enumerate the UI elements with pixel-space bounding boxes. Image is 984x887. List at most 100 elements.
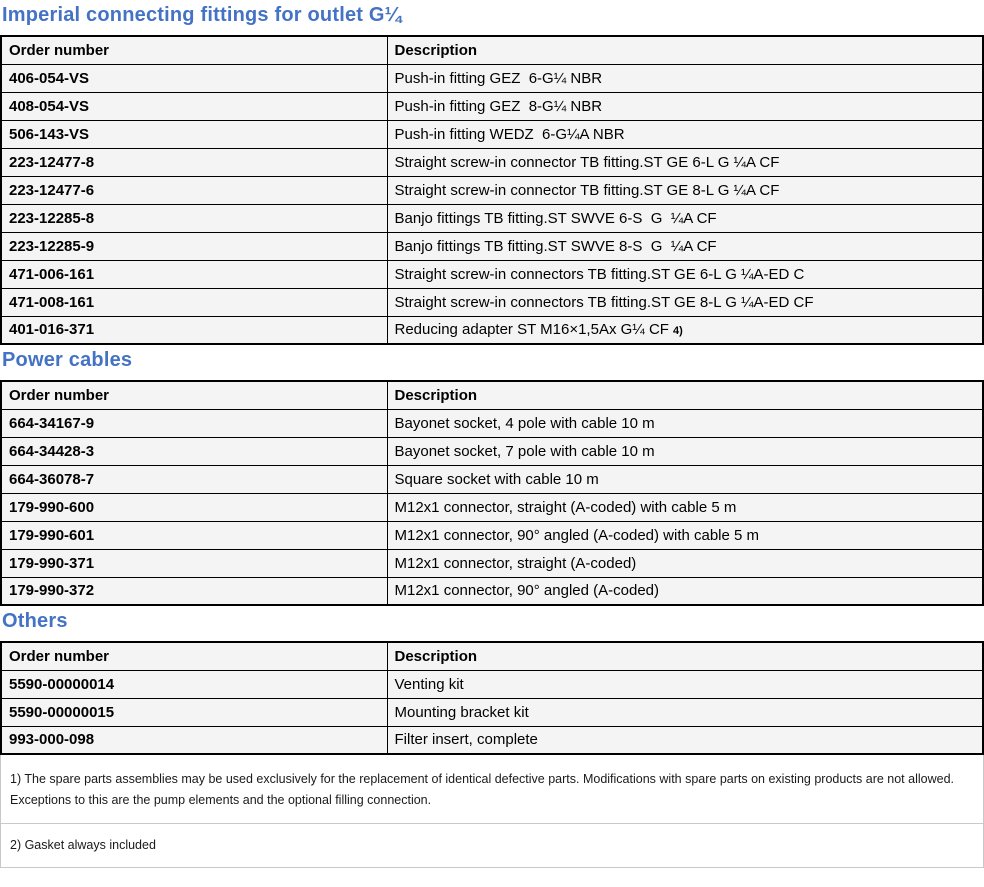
description-text: M12x1 connector, straight (A-coded) with… bbox=[394, 498, 737, 516]
description-text: Venting kit bbox=[394, 675, 464, 693]
column-header-order-number: Order number bbox=[0, 35, 388, 65]
description-text: M12x1 connector, 90° angled (A-coded) wi… bbox=[394, 526, 760, 544]
description-cell: Banjo fittings TB fitting.ST SWVE 8-S G … bbox=[386, 231, 984, 261]
power-cables-table: Order number Description 664-34167-9 Bayo… bbox=[0, 380, 984, 606]
description-text: Reducing adapter ST M16×1,5Ax G¼ CF bbox=[394, 321, 669, 339]
description-cell: Bayonet socket, 4 pole with cable 10 m bbox=[386, 408, 984, 438]
spare-parts-page: Imperial connecting fittings for outlet … bbox=[0, 4, 984, 868]
order-number-cell: 179-990-601 bbox=[0, 520, 388, 550]
description-text: Banjo fittings TB fitting.ST SWVE 6-S G … bbox=[394, 209, 717, 227]
order-number-cell: 223-12477-8 bbox=[0, 147, 388, 177]
table-row: 179-990-600 M12x1 connector, straight (A-… bbox=[0, 492, 984, 522]
column-header-description: Description bbox=[386, 35, 984, 65]
column-header-description: Description bbox=[386, 641, 984, 671]
description-text: Filter insert, complete bbox=[394, 731, 538, 749]
order-number-cell: 471-006-161 bbox=[0, 259, 388, 289]
description-text: Push-in fitting GEZ 6-G¼ NBR bbox=[394, 69, 603, 87]
table-row: 5590-00000014 Venting kit bbox=[0, 669, 984, 699]
description-cell: Bayonet socket, 7 pole with cable 10 m bbox=[386, 436, 984, 466]
order-number-cell: 5590-00000015 bbox=[0, 697, 388, 727]
table-row: 223-12477-6 Straight screw-in connector T… bbox=[0, 175, 984, 205]
order-number-cell: 223-12285-8 bbox=[0, 203, 388, 233]
order-number-cell: 179-990-372 bbox=[0, 576, 388, 606]
others-table: Order number Description 5590-00000014 Ve… bbox=[0, 641, 984, 755]
order-number-cell: 179-990-600 bbox=[0, 492, 388, 522]
description-text: Straight screw-in connectors TB fitting.… bbox=[394, 265, 805, 283]
description-cell: Mounting bracket kit bbox=[386, 697, 984, 727]
description-text: Mounting bracket kit bbox=[394, 703, 529, 721]
section-power-cables: Power cables Order number Description 66… bbox=[0, 349, 984, 606]
table-row: 179-990-371 M12x1 connector, straight (A-… bbox=[0, 548, 984, 578]
column-header-order-number: Order number bbox=[0, 641, 388, 671]
description-cell: Filter insert, complete bbox=[386, 725, 984, 755]
table-row: 401-016-371 Reducing adapter ST M16×1,5Ax… bbox=[0, 315, 984, 345]
description-cell: Push-in fitting GEZ 6-G¼ NBR bbox=[386, 63, 984, 93]
imperial-fittings-table: Order number Description 406-054-VS Push-… bbox=[0, 35, 984, 345]
order-number-cell: 664-34167-9 bbox=[0, 408, 388, 438]
description-text: Straight screw-in connector TB fitting.S… bbox=[394, 153, 780, 171]
table-header-row: Order number Description bbox=[0, 380, 984, 410]
order-number-cell: 506-143-VS bbox=[0, 119, 388, 149]
table-row: 664-34167-9 Bayonet socket, 4 pole with c… bbox=[0, 408, 984, 438]
table-row: 471-008-161 Straight screw-in connectors … bbox=[0, 287, 984, 317]
section-heading-others: Others bbox=[2, 610, 68, 632]
description-cell: Straight screw-in connectors TB fitting.… bbox=[386, 287, 984, 317]
table-row: 223-12477-8 Straight screw-in connector T… bbox=[0, 147, 984, 177]
section-others: Others Order number Description 5590-000… bbox=[0, 610, 984, 755]
description-text: Square socket with cable 10 m bbox=[394, 470, 599, 488]
order-number-cell: 408-054-VS bbox=[0, 91, 388, 121]
order-number-cell: 223-12477-6 bbox=[0, 175, 388, 205]
order-number-cell: 664-36078-7 bbox=[0, 464, 388, 494]
description-cell: Straight screw-in connector TB fitting.S… bbox=[386, 175, 984, 205]
description-cell: Straight screw-in connector TB fitting.S… bbox=[386, 147, 984, 177]
order-number-cell: 5590-00000014 bbox=[0, 669, 388, 699]
description-cell: Venting kit bbox=[386, 669, 984, 699]
description-text: Straight screw-in connectors TB fitting.… bbox=[394, 293, 814, 311]
description-text: Bayonet socket, 4 pole with cable 10 m bbox=[394, 414, 655, 432]
description-cell: M12x1 connector, 90° angled (A-coded) wi… bbox=[386, 520, 984, 550]
section-heading-imperial-fittings: Imperial connecting fittings for outlet … bbox=[2, 4, 402, 26]
description-text: M12x1 connector, 90° angled (A-coded) bbox=[394, 582, 660, 600]
order-number-cell: 179-990-371 bbox=[0, 548, 388, 578]
description-cell: Push-in fitting GEZ 8-G¼ NBR bbox=[386, 91, 984, 121]
table-header-row: Order number Description bbox=[0, 35, 984, 65]
order-number-cell: 223-12285-9 bbox=[0, 231, 388, 261]
section-imperial-fittings: Imperial connecting fittings for outlet … bbox=[0, 4, 984, 345]
description-text: Bayonet socket, 7 pole with cable 10 m bbox=[394, 442, 655, 460]
footnote-ref: 4) bbox=[672, 325, 683, 338]
description-text: Push-in fitting GEZ 8-G¼ NBR bbox=[394, 97, 603, 115]
footnote-1: 1) The spare parts assemblies may be use… bbox=[10, 772, 954, 807]
description-text: M12x1 connector, straight (A-coded) bbox=[394, 554, 637, 572]
table-row: 993-000-098 Filter insert, complete bbox=[0, 725, 984, 755]
description-text: Push-in fitting WEDZ 6-G¼A NBR bbox=[394, 125, 625, 143]
table-row: 406-054-VS Push-in fitting GEZ 6-G¼ NBR bbox=[0, 63, 984, 93]
table-row: 664-34428-3 Bayonet socket, 7 pole with c… bbox=[0, 436, 984, 466]
table-row: 408-054-VS Push-in fitting GEZ 8-G¼ NBR bbox=[0, 91, 984, 121]
table-row: 471-006-161 Straight screw-in connectors … bbox=[0, 259, 984, 289]
table-row: 179-990-601 M12x1 connector, 90° angled (… bbox=[0, 520, 984, 550]
footnotes-box: 1) The spare parts assemblies may be use… bbox=[0, 755, 984, 868]
description-cell: Banjo fittings TB fitting.ST SWVE 6-S G … bbox=[386, 203, 984, 233]
description-cell: M12x1 connector, straight (A-coded) with… bbox=[386, 492, 984, 522]
table-row: 5590-00000015 Mounting bracket kit bbox=[0, 697, 984, 727]
description-cell: Push-in fitting WEDZ 6-G¼A NBR bbox=[386, 119, 984, 149]
footnote-2: 2) Gasket always included bbox=[1, 823, 983, 867]
table-row: 664-36078-7 Square socket with cable 10 m bbox=[0, 464, 984, 494]
table-row: 223-12285-9 Banjo fittings TB fitting.ST … bbox=[0, 231, 984, 261]
table-row: 223-12285-8 Banjo fittings TB fitting.ST … bbox=[0, 203, 984, 233]
column-header-description: Description bbox=[386, 380, 984, 410]
table-row: 506-143-VS Push-in fitting WEDZ 6-G¼A NBR bbox=[0, 119, 984, 149]
order-number-cell: 406-054-VS bbox=[0, 63, 388, 93]
description-cell: Square socket with cable 10 m bbox=[386, 464, 984, 494]
order-number-cell: 401-016-371 bbox=[0, 315, 388, 345]
description-cell: Straight screw-in connectors TB fitting.… bbox=[386, 259, 984, 289]
description-cell: M12x1 connector, 90° angled (A-coded) bbox=[386, 576, 984, 606]
table-header-row: Order number Description bbox=[0, 641, 984, 671]
description-cell: M12x1 connector, straight (A-coded) bbox=[386, 548, 984, 578]
order-number-cell: 993-000-098 bbox=[0, 725, 388, 755]
description-cell: Reducing adapter ST M16×1,5Ax G¼ CF 4) bbox=[386, 315, 984, 345]
column-header-order-number: Order number bbox=[0, 380, 388, 410]
description-text: Banjo fittings TB fitting.ST SWVE 8-S G … bbox=[394, 237, 717, 255]
order-number-cell: 471-008-161 bbox=[0, 287, 388, 317]
order-number-cell: 664-34428-3 bbox=[0, 436, 388, 466]
